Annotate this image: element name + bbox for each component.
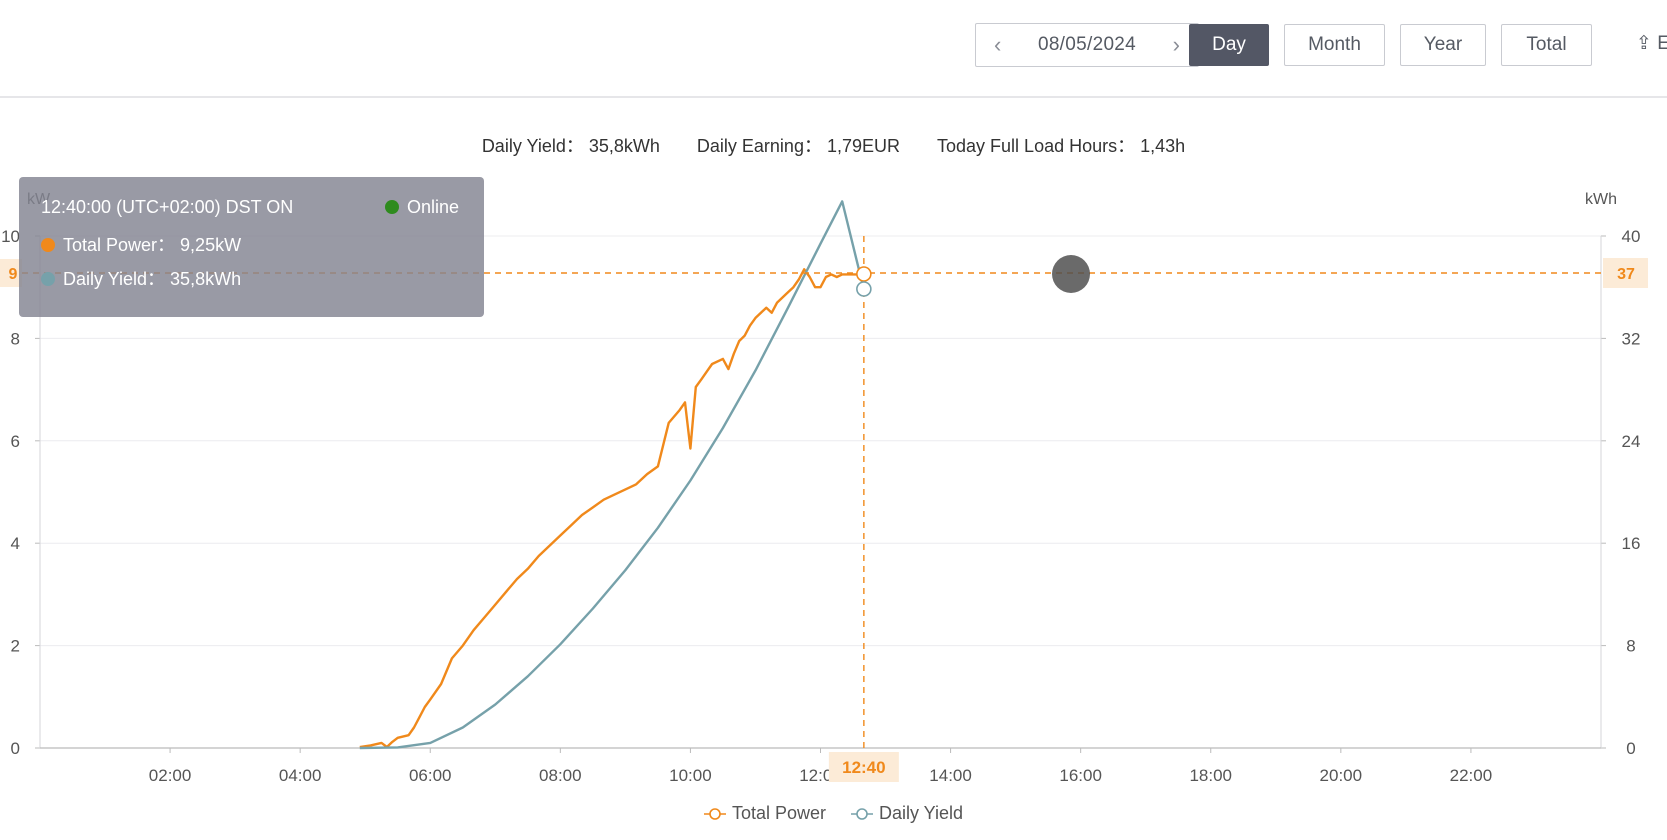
chevron-left-icon[interactable]: ‹ — [994, 32, 1002, 57]
tooltip-status: Online — [385, 197, 459, 218]
y-left-tick-label: 0 — [11, 739, 20, 758]
daily-yield-line — [359, 200, 866, 750]
legend-total-power[interactable]: Total Power — [703, 803, 826, 824]
month-button[interactable]: Month — [1284, 24, 1385, 66]
mouse-cursor-indicator — [1052, 255, 1090, 293]
y-right-unit: kWh — [1585, 191, 1617, 208]
total-power-dot-icon — [41, 238, 55, 252]
x-tick-label: 22:00 — [1450, 766, 1493, 785]
total-power-line — [359, 268, 864, 749]
online-status-icon — [385, 200, 399, 214]
x-tick-label: 14:00 — [929, 766, 972, 785]
toolbar: ‹ 08/05/2024 › Day Month Year Total ⇪ E — [0, 0, 1667, 98]
legend-line-icon — [851, 808, 873, 821]
crosshair-x-label: 12:40 — [842, 758, 885, 777]
chart-legend: Total Power Daily Yield — [0, 803, 1667, 824]
daily-yield-hover-point — [856, 281, 872, 297]
crosshair-y-left-label: 9 — [9, 266, 18, 283]
y-left-tick-label: 10 — [1, 227, 20, 246]
date-value[interactable]: 08/05/2024 — [1037, 34, 1137, 55]
day-button[interactable]: Day — [1189, 24, 1269, 66]
chart-tooltip: 12:40:00 (UTC+02:00) DST ON Online Total… — [19, 177, 484, 317]
crosshair-y-right-label-bg — [1603, 258, 1648, 288]
chevron-right-icon[interactable]: › — [1172, 32, 1180, 57]
x-tick-label: 06:00 — [409, 766, 452, 785]
y-left-tick-label: 4 — [11, 534, 20, 553]
x-tick-label: 20:00 — [1320, 766, 1363, 785]
y-left-tick-label: 2 — [11, 637, 20, 656]
daily-yield-dot-icon — [41, 272, 55, 286]
tooltip-total-power: Total Power： 9,25kW — [41, 231, 241, 257]
date-picker[interactable]: ‹ 08/05/2024 › — [975, 23, 1199, 67]
crosshair-y-left-label-bg — [0, 259, 22, 287]
legend-line-icon — [703, 808, 726, 821]
total-power-hover-point — [856, 266, 872, 282]
tooltip-status-label: Online — [407, 197, 460, 217]
legend-label: Total Power — [731, 803, 826, 823]
total-button[interactable]: Total — [1501, 24, 1592, 66]
export-label: E — [1657, 33, 1667, 54]
crosshair-x-label-bg — [828, 752, 899, 782]
y-left-tick-label: 6 — [11, 432, 20, 451]
full-load-hours-summary: Today Full Load Hours： 1,43h — [937, 136, 1186, 156]
export-button[interactable]: ⇪ E — [1636, 32, 1667, 55]
x-tick-label: 10:00 — [669, 766, 712, 785]
upload-icon: ⇪ — [1636, 33, 1652, 54]
y-right-tick-label: 0 — [1626, 739, 1635, 758]
x-tick-label: 04:00 — [279, 766, 322, 785]
daily-earning-summary: Daily Earning： 1,79EUR — [696, 136, 900, 156]
legend-daily-yield[interactable]: Daily Yield — [851, 803, 963, 824]
daily-yield-summary: Daily Yield： 35,8kWh — [481, 136, 660, 156]
tooltip-daily-yield: Daily Yield： 35,8kWh — [41, 265, 241, 291]
y-right-tick-label: 40 — [1622, 227, 1641, 246]
y-right-tick-label: 8 — [1626, 637, 1635, 656]
tooltip-daily-yield-value: Daily Yield： 35,8kWh — [63, 269, 242, 289]
tooltip-time: 12:40:00 (UTC+02:00) DST ON — [41, 197, 294, 217]
y-right-tick-label: 24 — [1622, 432, 1641, 451]
tooltip-total-power-value: Total Power： 9,25kW — [63, 235, 242, 255]
crosshair-y-right-label: 37 — [1617, 266, 1635, 283]
x-tick-label: 02:00 — [149, 766, 192, 785]
summary-bar: Daily Yield： 35,8kWh Daily Earning： 1,79… — [0, 132, 1667, 158]
x-tick-label: 08:00 — [539, 766, 582, 785]
x-tick-label: 16:00 — [1059, 766, 1102, 785]
year-button[interactable]: Year — [1400, 24, 1486, 66]
y-left-tick-label: 8 — [11, 329, 20, 348]
y-right-tick-label: 16 — [1622, 534, 1641, 553]
y-right-tick-label: 32 — [1622, 329, 1641, 348]
x-tick-label: 18:00 — [1189, 766, 1232, 785]
legend-label: Daily Yield — [879, 803, 964, 823]
